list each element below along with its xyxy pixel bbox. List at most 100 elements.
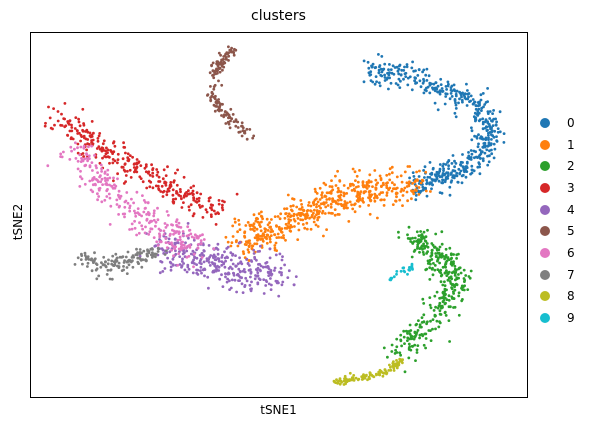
- point-cluster-1: [385, 173, 389, 177]
- point-cluster-7: [139, 258, 143, 261]
- point-cluster-7: [114, 260, 117, 264]
- point-cluster-1: [304, 215, 307, 219]
- legend-label-4: 4: [567, 202, 575, 217]
- point-cluster-8: [378, 368, 382, 372]
- point-cluster-6: [152, 236, 156, 240]
- point-cluster-3: [126, 159, 130, 162]
- point-cluster-2: [435, 290, 439, 294]
- point-cluster-6: [199, 239, 203, 243]
- point-cluster-1: [317, 204, 321, 208]
- point-cluster-2: [431, 273, 435, 277]
- point-cluster-1: [368, 173, 372, 177]
- point-cluster-5: [229, 119, 232, 123]
- point-cluster-6: [145, 213, 149, 216]
- point-cluster-2: [413, 236, 417, 240]
- point-cluster-2: [402, 329, 406, 333]
- point-cluster-4: [262, 278, 266, 281]
- point-cluster-0: [428, 181, 432, 185]
- point-cluster-7: [122, 265, 125, 268]
- point-cluster-1: [358, 169, 361, 172]
- point-cluster-6: [107, 192, 111, 196]
- point-cluster-3: [172, 180, 176, 184]
- point-cluster-1: [338, 196, 342, 200]
- point-cluster-0: [448, 97, 452, 101]
- point-cluster-4: [264, 279, 268, 282]
- point-cluster-2: [454, 282, 458, 286]
- point-cluster-1: [256, 217, 259, 221]
- point-cluster-5: [214, 94, 217, 98]
- point-cluster-8: [392, 366, 396, 370]
- point-cluster-6: [88, 164, 92, 168]
- point-cluster-1: [336, 198, 340, 202]
- point-cluster-3: [221, 208, 225, 212]
- point-cluster-5: [212, 76, 216, 80]
- point-cluster-1: [361, 183, 365, 187]
- point-cluster-6: [101, 183, 104, 187]
- point-cluster-4: [213, 264, 217, 268]
- point-cluster-6: [133, 211, 137, 215]
- point-cluster-1: [264, 228, 268, 231]
- point-cluster-6: [88, 157, 91, 161]
- point-cluster-6: [86, 159, 89, 163]
- point-cluster-4: [160, 260, 164, 264]
- point-cluster-3: [102, 139, 106, 143]
- point-cluster-6: [158, 240, 162, 244]
- point-cluster-2: [413, 248, 417, 252]
- point-cluster-1: [255, 227, 259, 231]
- point-cluster-5: [211, 61, 215, 65]
- point-cluster-0: [488, 149, 491, 153]
- point-cluster-1: [417, 193, 421, 196]
- point-cluster-0: [453, 99, 457, 103]
- point-cluster-0: [453, 111, 457, 115]
- point-cluster-1: [390, 171, 394, 175]
- point-cluster-1: [236, 230, 240, 234]
- point-cluster-0: [476, 145, 480, 149]
- point-cluster-0: [474, 119, 477, 123]
- point-cluster-2: [422, 242, 425, 246]
- point-cluster-1: [259, 225, 262, 229]
- point-cluster-6: [166, 223, 169, 227]
- point-cluster-0: [474, 104, 478, 108]
- point-cluster-0: [440, 175, 444, 179]
- point-cluster-3: [161, 190, 165, 194]
- point-cluster-4: [268, 256, 272, 260]
- point-cluster-2: [448, 340, 451, 343]
- point-cluster-1: [342, 184, 346, 187]
- point-cluster-4: [213, 258, 217, 261]
- point-cluster-1: [317, 212, 320, 216]
- point-cluster-1: [393, 183, 396, 187]
- point-cluster-6: [180, 243, 184, 247]
- point-cluster-3: [201, 216, 205, 219]
- point-cluster-0: [465, 170, 469, 174]
- point-cluster-4: [268, 247, 272, 251]
- point-cluster-0: [438, 92, 442, 96]
- point-cluster-7: [95, 277, 99, 281]
- point-cluster-4: [218, 277, 222, 281]
- point-cluster-4: [217, 259, 221, 263]
- point-cluster-6: [147, 212, 151, 216]
- point-cluster-5: [210, 63, 214, 67]
- point-cluster-4: [245, 258, 249, 261]
- point-cluster-2: [421, 250, 425, 254]
- point-cluster-0: [405, 63, 409, 66]
- point-cluster-2: [430, 252, 434, 256]
- point-cluster-6: [143, 231, 147, 235]
- point-cluster-3: [77, 120, 81, 124]
- point-cluster-6: [130, 227, 134, 231]
- point-cluster-2: [440, 252, 444, 256]
- point-cluster-7: [109, 268, 112, 272]
- point-cluster-1: [315, 192, 319, 195]
- legend-item-8: 8: [540, 286, 575, 308]
- point-cluster-4: [225, 247, 229, 250]
- point-cluster-0: [494, 123, 498, 127]
- point-cluster-1: [298, 211, 302, 215]
- point-cluster-1: [350, 203, 353, 207]
- point-cluster-0: [440, 87, 444, 90]
- point-cluster-2: [419, 239, 423, 243]
- point-cluster-3: [69, 137, 73, 141]
- point-cluster-0: [389, 68, 393, 71]
- point-cluster-5: [236, 126, 240, 129]
- cluster-0-points: [362, 53, 506, 202]
- point-cluster-0: [474, 150, 477, 154]
- point-cluster-2: [407, 348, 411, 351]
